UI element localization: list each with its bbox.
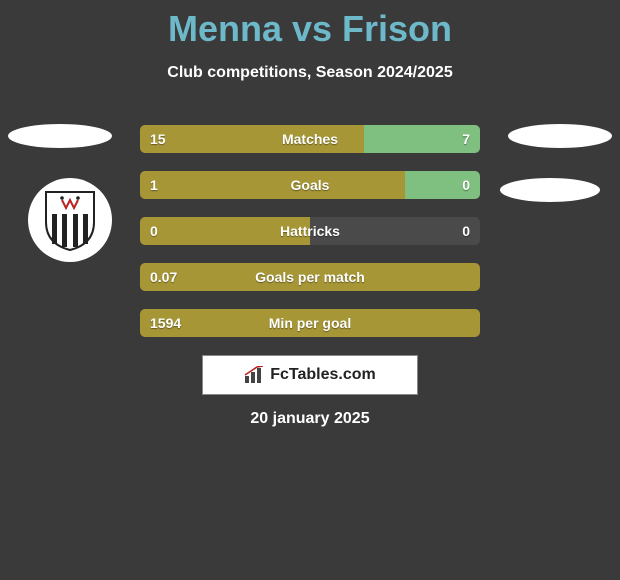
decorative-oval: [508, 124, 612, 148]
decorative-oval: [500, 178, 600, 202]
stat-label: Goals: [140, 171, 480, 199]
club-crest-left: [28, 178, 112, 262]
shield-icon: [42, 188, 98, 252]
stat-label: Min per goal: [140, 309, 480, 337]
stat-row: 0.07Goals per match: [140, 263, 480, 291]
stat-label: Matches: [140, 125, 480, 153]
stat-row: 10Goals: [140, 171, 480, 199]
stat-row: 157Matches: [140, 125, 480, 153]
snapshot-date: 20 january 2025: [0, 410, 620, 428]
bars-icon: [244, 366, 266, 384]
stat-row: 00Hattricks: [140, 217, 480, 245]
brand-text: FcTables.com: [270, 366, 376, 384]
brand-badge[interactable]: FcTables.com: [202, 355, 418, 395]
page-subtitle: Club competitions, Season 2024/2025: [0, 64, 620, 82]
page-title: Menna vs Frison: [0, 0, 620, 50]
stat-label: Hattricks: [140, 217, 480, 245]
decorative-oval: [8, 124, 112, 148]
stats-table: 157Matches 10Goals 00Hattricks 0.07Goals pe…: [140, 125, 480, 355]
stat-label: Goals per match: [140, 263, 480, 291]
stat-row: 1594Min per goal: [140, 309, 480, 337]
